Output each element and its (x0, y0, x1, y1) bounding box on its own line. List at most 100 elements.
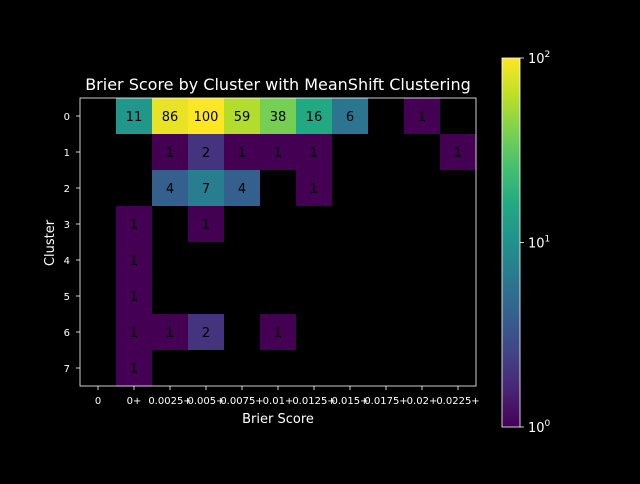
y-tick-label: 0 (64, 112, 70, 123)
heatmap-cell (152, 170, 189, 207)
heatmap-cell (440, 206, 477, 243)
heatmap-cell (152, 134, 189, 171)
x-tick-label: 0.0075+ (220, 396, 263, 407)
heatmap-cell (260, 242, 297, 279)
heatmap-cell (368, 242, 405, 279)
heatmap-cell (332, 134, 369, 171)
heatmap-cell (152, 314, 189, 351)
cell-value-label: 2 (202, 146, 210, 161)
heatmap-cell (116, 242, 153, 279)
cell-value-label: 1 (202, 218, 210, 233)
heatmap-cell (116, 134, 153, 171)
y-tick-label: 6 (64, 328, 70, 339)
heatmap-cell (188, 134, 225, 171)
heatmap-cell (404, 98, 441, 135)
heatmap-cell (440, 278, 477, 315)
heatmap-cell (260, 98, 297, 135)
heatmap-cell (404, 170, 441, 207)
cell-value-label: 7 (202, 182, 210, 197)
heatmap-cell (368, 134, 405, 171)
heatmap-cells (80, 98, 477, 387)
heatmap-cell (260, 278, 297, 315)
heatmap-cell (116, 206, 153, 243)
colorbar-gradient (501, 57, 521, 428)
heatmap-cell (224, 242, 261, 279)
y-tick-label: 2 (64, 184, 70, 195)
heatmap-cell (80, 242, 117, 279)
heatmap-cell (332, 170, 369, 207)
y-tick-label: 1 (64, 148, 70, 159)
heatmap-cell (296, 242, 333, 279)
cell-value-label: 1 (130, 254, 138, 269)
x-tick-label: 0.0125+ (292, 396, 335, 407)
heatmap-cell (116, 98, 153, 135)
x-tick-label: 0.0225+ (436, 396, 479, 407)
heatmap-cell (224, 134, 261, 171)
heatmap-cell (224, 98, 261, 135)
heatmap-cell (368, 98, 405, 135)
heatmap-cell (404, 278, 441, 315)
cell-value-label: 4 (238, 182, 246, 197)
heatmap-cell (368, 314, 405, 351)
heatmap-cell (296, 206, 333, 243)
heatmap-cell (116, 314, 153, 351)
cell-value-label: 1 (130, 362, 138, 377)
heatmap-cell (152, 206, 189, 243)
cell-value-label: 38 (270, 110, 287, 125)
y-tick-label: 5 (64, 292, 70, 303)
heatmap-cell (404, 242, 441, 279)
cell-value-label: 59 (234, 110, 251, 125)
heatmap-cell (296, 134, 333, 171)
heatmap-cell (440, 134, 477, 171)
heatmap-cell (404, 314, 441, 351)
heatmap-cell (80, 206, 117, 243)
heatmap-cell (188, 170, 225, 207)
heatmap-cell (332, 314, 369, 351)
x-tick-label: 0.02+ (407, 396, 438, 407)
x-tick-label: 0.0025+ (148, 396, 191, 407)
x-tick-label: 0.015+ (331, 396, 368, 407)
heatmap-cell (188, 98, 225, 135)
heatmap-cell (296, 170, 333, 207)
heatmap-cell (224, 206, 261, 243)
heatmap-cell (116, 278, 153, 315)
colorbar-tick-label: 101 (528, 235, 550, 252)
heatmap-cell (152, 98, 189, 135)
heatmap-cell (440, 314, 477, 351)
x-axis-label: Brier Score (242, 412, 314, 427)
heatmap-cell (368, 278, 405, 315)
heatmap-cell (188, 350, 225, 387)
heatmap-cell (404, 206, 441, 243)
heatmap-cell (368, 350, 405, 387)
heatmap-cell (188, 314, 225, 351)
heatmap-cell (332, 98, 369, 135)
colorbar-tick-label: 102 (528, 50, 550, 67)
heatmap-cell (332, 278, 369, 315)
cell-value-label: 1 (130, 326, 138, 341)
heatmap-cell (404, 134, 441, 171)
heatmap-cell (224, 314, 261, 351)
heatmap-cell (80, 350, 117, 387)
heatmap-cell (260, 134, 297, 171)
heatmap-cell (440, 98, 477, 135)
cell-value-label: 1 (418, 110, 426, 125)
heatmap-cell (152, 350, 189, 387)
heatmap-cell (260, 170, 297, 207)
x-tick-label: 0.01+ (263, 396, 294, 407)
heatmap-cell (80, 314, 117, 351)
heatmap-cell (440, 350, 477, 387)
heatmap-cell (368, 206, 405, 243)
heatmap-cell (224, 170, 261, 207)
heatmap-cell (296, 350, 333, 387)
cell-value-label: 1 (310, 182, 318, 197)
heatmap-cell (260, 206, 297, 243)
heatmap-cell (332, 206, 369, 243)
heatmap-cell (296, 98, 333, 135)
cell-value-label: 1 (130, 218, 138, 233)
x-tick-label: 0.0175+ (364, 396, 407, 407)
heatmap-cell (80, 98, 117, 135)
heatmap-cell (116, 350, 153, 387)
x-tick-label: 0.005+ (187, 396, 224, 407)
cell-value-label: 4 (166, 182, 174, 197)
